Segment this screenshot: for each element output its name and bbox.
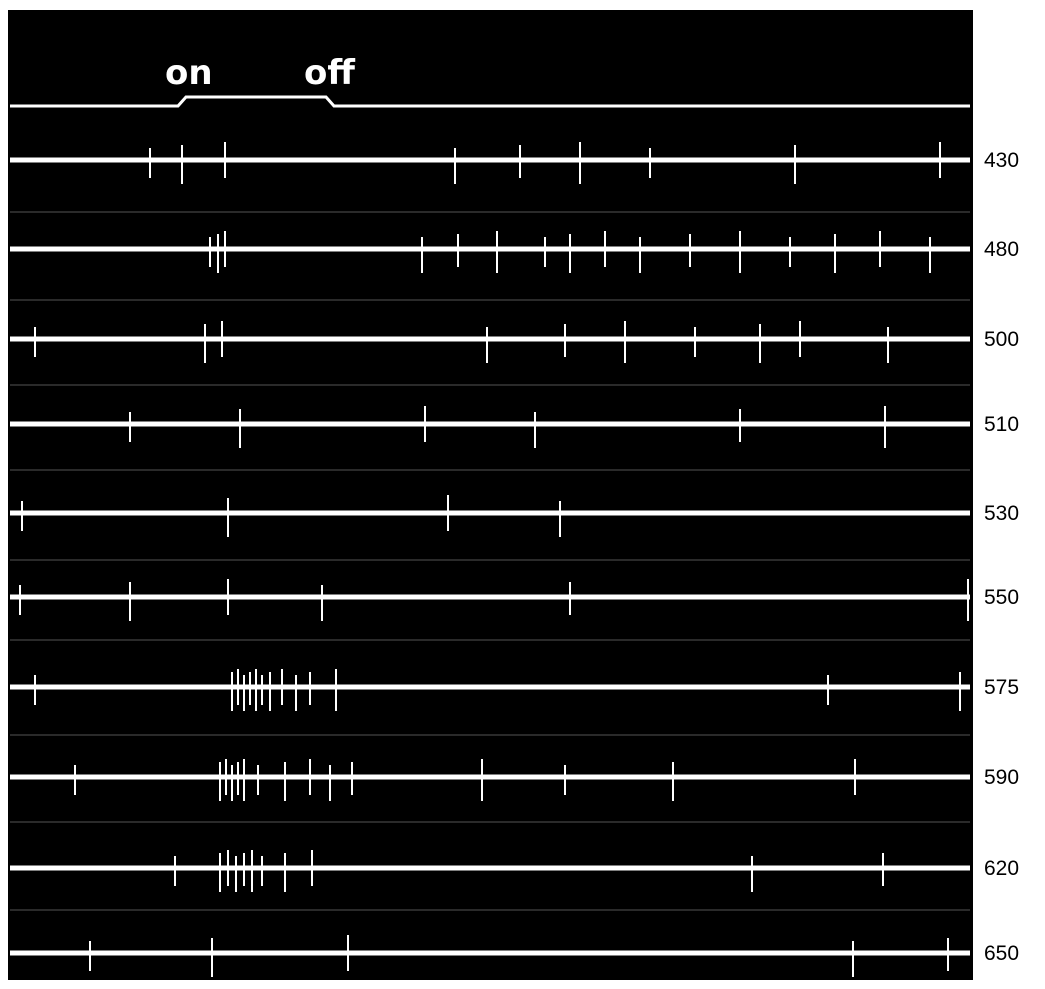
spike-traces	[10, 142, 970, 977]
trace-label-530: 530	[984, 502, 1020, 525]
trace-label-480: 480	[984, 238, 1020, 261]
trace-label-575: 575	[984, 676, 1020, 699]
trace-label-430: 430	[984, 149, 1020, 172]
stimulus-marker-trace	[10, 95, 970, 108]
trace-label-650: 650	[984, 942, 1020, 965]
recording-panel	[8, 10, 973, 980]
stimulus-on-label: on	[165, 53, 213, 93]
trace-label-620: 620	[984, 857, 1020, 880]
trace-label-590: 590	[984, 766, 1020, 789]
trace-label-500: 500	[984, 328, 1020, 351]
stimulus-off-label: off	[304, 53, 355, 93]
trace-label-510: 510	[984, 413, 1020, 436]
trace-label-550: 550	[984, 586, 1020, 609]
